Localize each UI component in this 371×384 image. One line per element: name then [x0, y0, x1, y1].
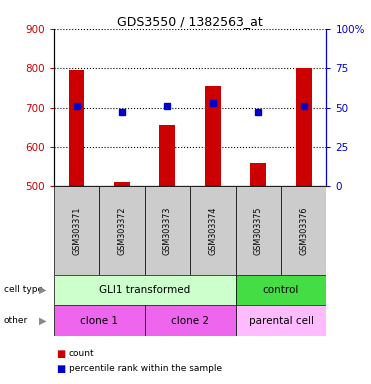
Bar — [114, 182, 130, 186]
Bar — [250, 163, 266, 186]
Bar — [236, 186, 281, 275]
Text: GSM303371: GSM303371 — [72, 206, 81, 255]
Text: ▶: ▶ — [39, 316, 46, 326]
Text: ■: ■ — [56, 349, 65, 359]
Bar — [145, 186, 190, 275]
Bar — [54, 275, 236, 305]
Text: GSM303374: GSM303374 — [209, 206, 217, 255]
Bar — [281, 186, 326, 275]
Bar — [296, 68, 312, 186]
Bar — [145, 305, 236, 336]
Text: other: other — [4, 316, 28, 325]
Bar — [54, 186, 99, 275]
Text: ■: ■ — [56, 364, 65, 374]
Text: GSM303375: GSM303375 — [254, 206, 263, 255]
Text: GLI1 transformed: GLI1 transformed — [99, 285, 190, 295]
Text: GSM303376: GSM303376 — [299, 206, 308, 255]
Bar — [205, 86, 221, 186]
Text: percentile rank within the sample: percentile rank within the sample — [69, 364, 222, 373]
Bar — [160, 125, 175, 186]
Text: GSM303373: GSM303373 — [163, 206, 172, 255]
Text: cell type: cell type — [4, 285, 43, 295]
Bar — [236, 305, 326, 336]
Text: ▶: ▶ — [39, 285, 46, 295]
Bar — [99, 186, 145, 275]
Title: GDS3550 / 1382563_at: GDS3550 / 1382563_at — [117, 15, 263, 28]
Text: clone 2: clone 2 — [171, 316, 209, 326]
Bar — [69, 70, 85, 186]
Bar — [190, 186, 236, 275]
Bar — [236, 275, 326, 305]
Bar — [54, 305, 145, 336]
Text: count: count — [69, 349, 94, 358]
Text: clone 1: clone 1 — [80, 316, 118, 326]
Text: control: control — [263, 285, 299, 295]
Text: parental cell: parental cell — [249, 316, 313, 326]
Text: GSM303372: GSM303372 — [118, 206, 127, 255]
